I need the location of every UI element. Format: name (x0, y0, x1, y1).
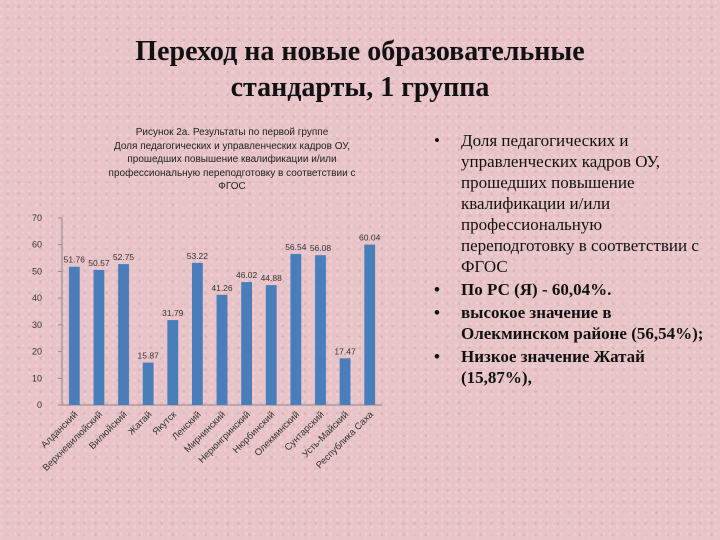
chart-caption-line: прошедших повышение квалификации и/или (127, 154, 337, 165)
bar-chart-panel: Рисунок 2а. Результаты по первой группе … (0, 120, 420, 540)
bar (364, 244, 376, 405)
bar (290, 253, 302, 405)
data-label: 52.75 (113, 252, 135, 262)
data-label: 51.76 (64, 255, 86, 265)
slide-title-line-2: стандарты, 1 группа (230, 72, 490, 103)
bar (142, 362, 154, 405)
chart-caption-line: Доля педагогических и управленческих кад… (113, 140, 351, 152)
bar (191, 262, 203, 405)
data-label: 50.57 (88, 258, 110, 268)
data-label: 31.79 (162, 308, 184, 318)
data-label: 60.04 (359, 233, 381, 243)
bullet-text: Низкое значение Жатай (15,87%), (461, 347, 645, 387)
data-label: 56.08 (310, 243, 332, 253)
bullet-item: • По РС (Я) - 60,04%. (432, 279, 712, 300)
bar (216, 294, 228, 405)
bar-chart: 01020304050607051.76Алданский50.57Верхне… (32, 213, 382, 474)
slide-title-line-1: Переход на новые образовательные (135, 36, 585, 67)
data-label: 46.02 (236, 270, 258, 280)
data-label: 44.88 (261, 273, 283, 283)
bullet-marker: • (434, 303, 440, 322)
bullet-text: По РС (Я) - 60,04%. (461, 280, 612, 299)
bar (68, 266, 80, 405)
bar (93, 269, 105, 405)
y-tick-label: 70 (32, 213, 42, 223)
bar (118, 264, 129, 405)
bullet-marker: • (434, 131, 440, 150)
data-label: 15.87 (138, 351, 160, 361)
data-label: 17.47 (334, 346, 356, 356)
chart-caption-line: профессиональную переподготовку в соотве… (108, 167, 356, 179)
y-tick-label: 30 (32, 320, 42, 330)
data-label: 56.54 (285, 242, 307, 252)
chart-caption-line: ФГОС (218, 181, 246, 192)
y-tick-label: 0 (37, 400, 42, 410)
y-tick-label: 50 (32, 266, 42, 276)
bar (339, 358, 351, 405)
category-label: Жатай (126, 409, 154, 437)
bar (265, 285, 277, 405)
bullet-marker: • (434, 280, 440, 299)
bullet-item: • Доля педагогических и управленческих ка… (432, 130, 712, 277)
chart-caption-line: Рисунок 2а. Результаты по первой группе (135, 127, 329, 138)
bullet-item: • Низкое значение Жатай (15,87%), (432, 346, 712, 388)
bullet-text: высокое значение в Олекминском районе (5… (461, 303, 704, 343)
bullet-text: Доля педагогических и управленческих кад… (461, 131, 699, 276)
bullet-list: • Доля педагогических и управленческих ка… (432, 130, 712, 390)
data-label: 41.26 (211, 283, 233, 293)
bar (315, 255, 326, 405)
slide-title: Переход на новые образовательные стандар… (40, 34, 680, 106)
bullet-item: • высокое значение в Олекминском районе (… (432, 302, 712, 344)
y-tick-label: 40 (32, 293, 42, 303)
chart-caption: Рисунок 2а. Результаты по первой группе … (82, 126, 382, 194)
bullet-marker: • (434, 347, 440, 366)
y-tick-label: 60 (32, 240, 42, 250)
bar (241, 282, 253, 405)
data-label: 53.22 (187, 251, 209, 261)
y-tick-label: 20 (32, 347, 42, 357)
bar (167, 320, 179, 405)
y-tick-label: 10 (32, 373, 42, 383)
